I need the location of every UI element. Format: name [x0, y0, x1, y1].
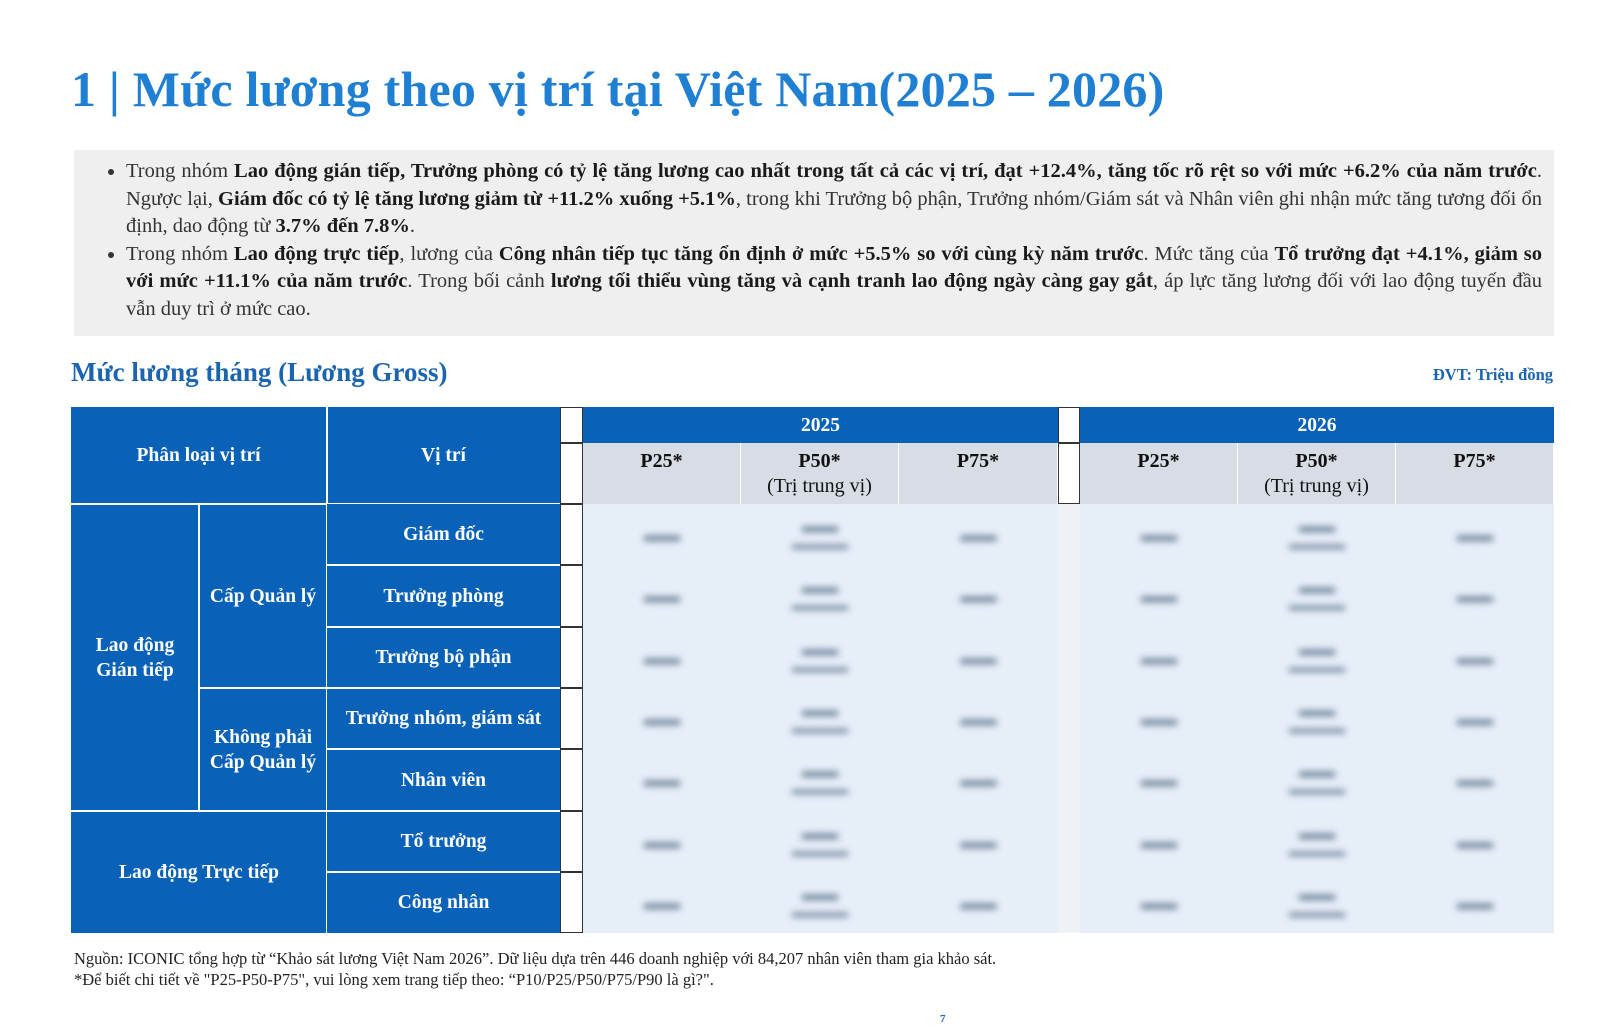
header-2026-p50: P50* (Trị trung vị) — [1238, 443, 1396, 504]
redacted-value-cell: ▬▬ — [1080, 811, 1238, 872]
redacted-value-cell: ▬▬ — [1396, 872, 1554, 933]
header-2025-p75: P75* — [899, 443, 1058, 504]
redacted-value-cell: ▬▬ — [583, 811, 741, 872]
spacer-cell — [1058, 872, 1080, 933]
spacer-cell — [560, 565, 583, 627]
spacer-cell — [1058, 627, 1080, 688]
spacer-cell — [560, 749, 583, 811]
redacted-value-cell: ▬▬ ▬▬▬▬ — [1238, 811, 1396, 872]
spacer-cell — [1058, 749, 1080, 811]
redacted-value-cell: ▬▬ — [1396, 688, 1554, 749]
spacer-cell — [1058, 811, 1080, 872]
redacted-value-cell: ▬▬ — [583, 688, 741, 749]
spacer-cell — [560, 504, 583, 565]
summary-bullet-direct: Trong nhóm Lao động trực tiếp, lương của… — [126, 241, 1542, 324]
redacted-value-cell: ▬▬ ▬▬▬▬ — [1238, 872, 1396, 933]
summary-box: Trong nhóm Lao động gián tiếp, Trưởng ph… — [74, 150, 1554, 336]
spacer-cell — [560, 872, 583, 933]
redacted-value-cell: ▬▬ ▬▬▬▬ — [741, 565, 899, 627]
redacted-value-cell: ▬▬ ▬▬▬▬ — [741, 872, 899, 933]
page-number: 7 — [940, 1013, 946, 1025]
redacted-value-cell: ▬▬ — [1396, 504, 1554, 565]
redacted-value-cell: ▬▬ — [1396, 749, 1554, 811]
spacer-cell — [1058, 688, 1080, 749]
redacted-value-cell: ▬▬ ▬▬▬▬ — [741, 627, 899, 688]
spacer-cell — [560, 811, 583, 872]
redacted-value-cell: ▬▬ — [1080, 749, 1238, 811]
position-cell: Công nhân — [327, 872, 560, 933]
redacted-value-cell: ▬▬ — [1080, 504, 1238, 565]
summary-bullet-indirect: Trong nhóm Lao động gián tiếp, Trưởng ph… — [126, 158, 1542, 241]
header-position: Vị trí — [327, 407, 560, 504]
section-subtitle: Mức lương tháng (Lương Gross) — [71, 357, 448, 387]
spacer-cell — [560, 443, 583, 504]
spacer-cell — [560, 688, 583, 749]
redacted-value-cell: ▬▬ — [1396, 565, 1554, 627]
source-footnote: Nguồn: ICONIC tổng hợp từ “Khảo sát lươn… — [74, 948, 996, 990]
spacer-cell — [560, 407, 583, 443]
header-2025-p25: P25* — [583, 443, 741, 504]
spacer-cell — [1058, 565, 1080, 627]
footnote-source: Nguồn: ICONIC tổng hợp từ “Khảo sát lươn… — [74, 949, 997, 968]
redacted-value-cell: ▬▬ — [899, 565, 1058, 627]
header-2026-p75: P75* — [1396, 443, 1554, 504]
redacted-value-cell: ▬▬ — [583, 504, 741, 565]
redacted-value-cell: ▬▬ ▬▬▬▬ — [1238, 688, 1396, 749]
position-cell: Trưởng bộ phận — [327, 627, 560, 688]
header-category: Phân loại vị trí — [71, 407, 326, 504]
group-non-management: Không phải Cấp Quản lý — [199, 688, 327, 811]
position-cell: Tổ trưởng — [327, 811, 560, 872]
spacer-cell — [1058, 504, 1080, 565]
footnote-definition: *Để biết chi tiết về "P25-P50-P75", vui … — [74, 970, 714, 989]
redacted-value-cell: ▬▬ ▬▬▬▬ — [1238, 749, 1396, 811]
header-2026-p25: P25* — [1080, 443, 1238, 504]
redacted-value-cell: ▬▬ — [899, 504, 1058, 565]
spacer-cell — [1058, 443, 1080, 504]
redacted-value-cell: ▬▬ — [583, 872, 741, 933]
redacted-value-cell: ▬▬ — [1080, 565, 1238, 627]
redacted-value-cell: ▬▬ — [899, 627, 1058, 688]
redacted-value-cell: ▬▬ — [899, 688, 1058, 749]
redacted-value-cell: ▬▬ ▬▬▬▬ — [1238, 565, 1396, 627]
header-2025-p50: P50* (Trị trung vị) — [741, 443, 899, 504]
group-direct-labor: Lao động Trực tiếp — [71, 811, 327, 933]
redacted-value-cell: ▬▬ — [1396, 627, 1554, 688]
redacted-value-cell: ▬▬ — [899, 749, 1058, 811]
header-year-2025: 2025 — [583, 407, 1058, 443]
position-cell: Giám đốc — [327, 504, 560, 565]
redacted-value-cell: ▬▬ — [899, 872, 1058, 933]
position-cell: Trưởng nhóm, giám sát — [327, 688, 560, 749]
redacted-value-cell: ▬▬ ▬▬▬▬ — [741, 749, 899, 811]
position-cell: Trưởng phòng — [327, 565, 560, 627]
redacted-value-cell: ▬▬ — [899, 811, 1058, 872]
redacted-value-cell: ▬▬ — [1080, 872, 1238, 933]
redacted-value-cell: ▬▬ — [583, 565, 741, 627]
redacted-value-cell: ▬▬ ▬▬▬▬ — [741, 811, 899, 872]
redacted-value-cell: ▬▬ ▬▬▬▬ — [741, 688, 899, 749]
redacted-value-cell: ▬▬ — [1396, 811, 1554, 872]
redacted-value-cell: ▬▬ ▬▬▬▬ — [1238, 627, 1396, 688]
spacer-cell — [560, 627, 583, 688]
redacted-value-cell: ▬▬ — [1080, 688, 1238, 749]
redacted-value-cell: ▬▬ ▬▬▬▬ — [1238, 504, 1396, 565]
group-indirect-labor: Lao động Gián tiếp — [71, 504, 199, 811]
header-year-2026: 2026 — [1080, 407, 1554, 443]
redacted-value-cell: ▬▬ ▬▬▬▬ — [741, 504, 899, 565]
redacted-value-cell: ▬▬ — [583, 749, 741, 811]
group-management: Cấp Quản lý — [199, 504, 327, 688]
redacted-value-cell: ▬▬ — [1080, 627, 1238, 688]
unit-label: ĐVT: Triệu đồng — [1432, 365, 1553, 384]
spacer-cell — [1058, 407, 1080, 443]
page-title: 1 | Mức lương theo vị trí tại Việt Nam(2… — [71, 61, 1165, 117]
redacted-value-cell: ▬▬ — [583, 627, 741, 688]
position-cell: Nhân viên — [327, 749, 560, 811]
